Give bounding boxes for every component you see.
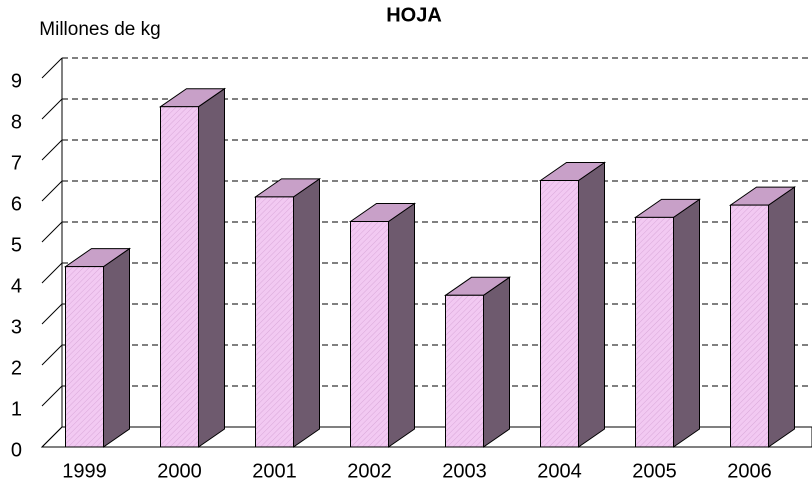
- y-tick-label: 9: [11, 70, 22, 92]
- y-tick-label: 1: [11, 398, 22, 420]
- y-tick: [41, 139, 63, 161]
- y-tick: [41, 303, 63, 325]
- bar: [65, 266, 104, 448]
- y-tick-label: 6: [11, 193, 22, 215]
- y-tick: [41, 262, 63, 284]
- bar: [540, 180, 579, 448]
- y-tick-label: 7: [11, 152, 22, 174]
- bar-side: [103, 247, 130, 448]
- bar: [160, 106, 199, 448]
- bar-side: [483, 276, 510, 448]
- bar: [350, 221, 389, 448]
- x-tick-label: 2002: [347, 460, 392, 482]
- y-tick: [41, 426, 63, 448]
- bar-side: [673, 198, 700, 448]
- bar-side: [768, 186, 795, 448]
- x-tick-label: 2001: [252, 460, 297, 482]
- y-tick-label: 0: [11, 439, 22, 461]
- x-tick-label: 2006: [727, 460, 772, 482]
- bar: [730, 204, 769, 448]
- y-tick-label: 2: [11, 357, 22, 379]
- y-tick-label: 8: [11, 111, 22, 133]
- x-tick-label: 2005: [632, 460, 677, 482]
- y-axis-label: Millones de kg: [39, 19, 160, 40]
- bar-side: [198, 87, 225, 448]
- x-tick-label: 2000: [157, 460, 202, 482]
- y-tick: [41, 57, 63, 79]
- bar-side: [388, 202, 415, 448]
- y-tick-label: 4: [11, 275, 22, 297]
- chart-title: HOJA: [386, 4, 442, 26]
- bar: [255, 196, 294, 448]
- y-tick-label: 5: [11, 234, 22, 256]
- y-tick: [41, 98, 63, 120]
- bar-side: [293, 177, 320, 448]
- x-tick-label: 1999: [62, 460, 107, 482]
- y-tick-label: 3: [11, 316, 22, 338]
- bar: [445, 294, 484, 448]
- bar: [635, 216, 674, 448]
- y-tick: [41, 180, 63, 202]
- y-tick: [41, 221, 63, 243]
- bar-side: [578, 161, 605, 448]
- y-tick: [41, 344, 63, 366]
- x-tick-label: 2004: [537, 460, 582, 482]
- x-tick-label: 2003: [442, 460, 487, 482]
- y-tick: [41, 385, 63, 407]
